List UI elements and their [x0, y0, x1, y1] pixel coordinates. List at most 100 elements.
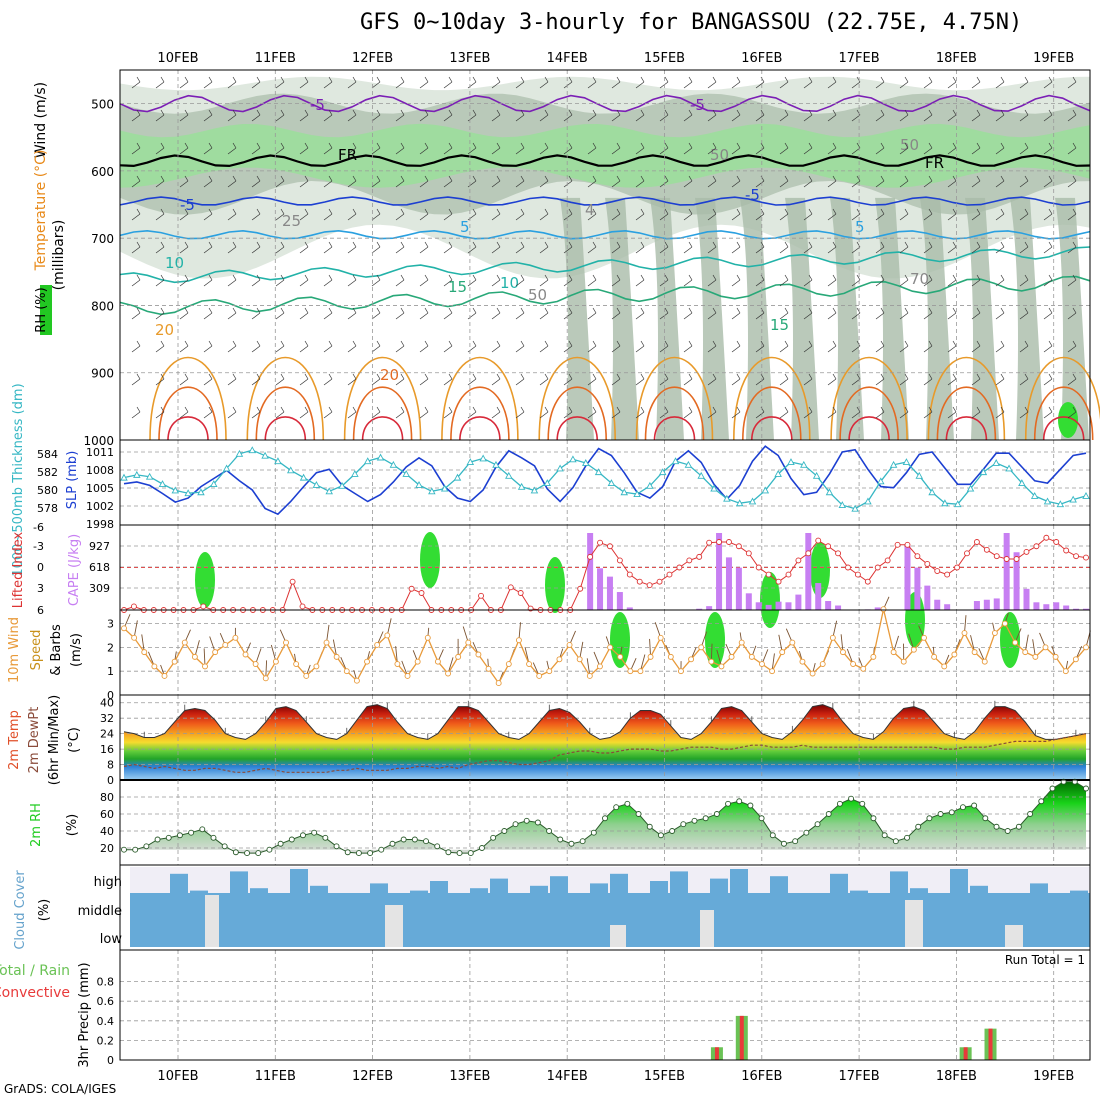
li-marker: [795, 557, 802, 564]
wind-barb: [683, 373, 693, 386]
wind-barb: [323, 109, 333, 122]
ylabel-temperature: Temperature (°C): [33, 150, 49, 272]
wind-barb: [179, 142, 189, 155]
wind-speed-marker: [485, 665, 492, 672]
wind-barb: [347, 406, 357, 419]
rh-marker: [948, 809, 955, 816]
cape-bar: [1063, 605, 1070, 610]
wind-barb: [1043, 274, 1053, 287]
ylabel-li: Lifted Index: [11, 531, 26, 608]
wind-barb: [1019, 274, 1029, 287]
rh-marker: [490, 834, 497, 841]
cape-bar: [597, 568, 604, 610]
rh-plume: [1010, 197, 1044, 440]
wind-barb: [611, 406, 621, 419]
precip-panel: 0.8 0.6 0.4 0.2 0 Run Total = 1 Total / Rain Co…: [0, 949, 1091, 1068]
wind-barb: [323, 373, 333, 386]
wind-barb: [371, 307, 381, 320]
date-label-bottom: 15FEB: [644, 1069, 685, 1084]
cloud-gap: [700, 910, 714, 947]
wind-barb: [587, 208, 597, 221]
wind-barb: [491, 208, 501, 221]
contour-warm: [733, 356, 811, 441]
wind-speed-marker: [242, 651, 249, 658]
wind-barb: [563, 208, 573, 221]
wind-barb: [275, 373, 285, 386]
wind-barb: [947, 340, 957, 353]
cape-bar: [1043, 604, 1050, 610]
wind-speed-marker: [850, 661, 857, 667]
rh-band-80: [120, 123, 1090, 188]
rh2m-panel: 80 60 40 20 2m RH (%): [29, 778, 1091, 866]
precip-conv-bar: [714, 1047, 719, 1060]
wind-speed-marker: [465, 639, 472, 646]
wind-speed-marker: [121, 625, 127, 632]
rh-marker: [915, 823, 922, 830]
wind-barb: [1019, 406, 1029, 419]
wind-barb: [419, 307, 429, 320]
wind-barb: [803, 109, 813, 122]
wind-barb: [659, 373, 669, 386]
rh-marker: [814, 821, 821, 828]
date-label-top: 14FEB: [547, 51, 588, 66]
ytick-thickness: 578: [37, 502, 58, 515]
date-label-bottom: 16FEB: [741, 1069, 782, 1084]
wind-barb: [539, 109, 549, 122]
wind-barb: [203, 208, 213, 221]
wind-barb: [635, 340, 645, 353]
li-marker: [676, 564, 683, 571]
contour-warm: [149, 356, 227, 441]
wind-barb: [779, 274, 789, 287]
thickness-marker: [517, 482, 526, 490]
cloud-high-block: [610, 873, 628, 893]
wind-barb: [779, 109, 789, 122]
wind-barb: [1019, 340, 1029, 353]
cloud-high-block: [530, 885, 548, 893]
thickness-marker: [299, 473, 308, 481]
wind-barb: [395, 373, 405, 386]
wind-barb: [539, 307, 549, 320]
cloud-high-block: [850, 890, 868, 893]
cloud-high-block: [970, 885, 988, 893]
wind-barb: [923, 241, 933, 254]
rh-plume: [965, 197, 999, 440]
ytick-pressure: 900: [91, 367, 114, 381]
thickness-marker: [607, 479, 616, 487]
wind-barb: [587, 307, 597, 320]
wind-barb: [251, 175, 261, 188]
thickness-marker: [222, 464, 231, 472]
wind-barb: [131, 340, 141, 353]
wind-barb: [1067, 76, 1077, 89]
wind-barb: [419, 109, 429, 122]
wind-barb: [659, 307, 669, 320]
rh-marker: [389, 840, 396, 847]
li-marker: [626, 571, 633, 578]
wind-barb: [707, 175, 717, 188]
li-marker: [200, 603, 207, 610]
wind-barb: [395, 142, 405, 155]
li-marker: [1083, 554, 1089, 561]
wind-barb: [395, 241, 405, 254]
wind-speed-marker: [495, 680, 502, 687]
wind-barb: [875, 175, 885, 188]
rh-marker: [646, 823, 653, 830]
li-marker: [973, 539, 980, 545]
li-marker: [845, 564, 851, 571]
thickness-marker: [915, 471, 924, 479]
ytick-rh: 40: [100, 825, 114, 838]
wind-barb: [803, 406, 813, 419]
wind-barb: [851, 241, 861, 254]
wind-barb: [1043, 142, 1053, 155]
cloud-high-block: [430, 881, 448, 893]
thickness-marker: [543, 479, 552, 487]
wind-barb: [995, 274, 1005, 287]
ylabel-cloud-units: (%): [37, 899, 52, 922]
wind-barb: [1067, 175, 1077, 188]
ylabel-temp: 2m Temp: [7, 710, 22, 770]
contour-label: 50: [900, 136, 919, 154]
wind-barb: [683, 208, 693, 221]
wind-barb-10m: [649, 638, 652, 657]
wind-barb-10m: [326, 624, 330, 643]
wind-barb: [995, 241, 1005, 254]
wind-barb-10m: [964, 615, 967, 634]
